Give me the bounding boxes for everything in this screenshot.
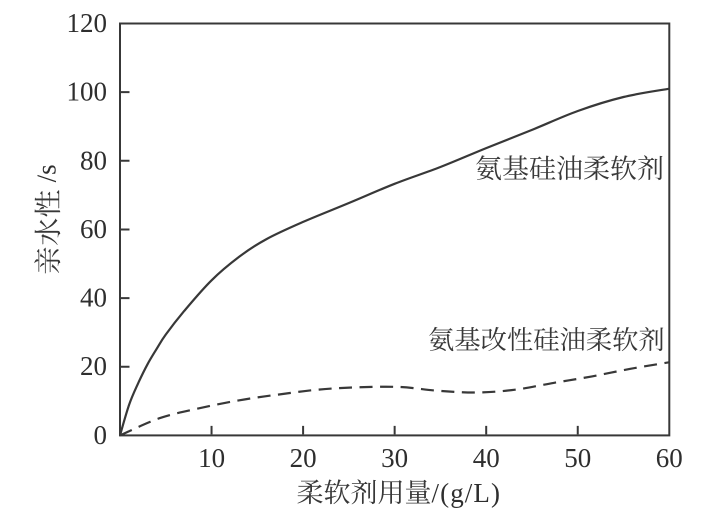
svg-text:10: 10 [198,443,225,473]
svg-text:120: 120 [67,8,108,38]
svg-text:50: 50 [564,443,591,473]
svg-text:40: 40 [473,443,500,473]
svg-text:60: 60 [80,214,107,244]
svg-text:30: 30 [381,443,408,473]
svg-text:80: 80 [80,145,107,175]
svg-text:20: 20 [290,443,317,473]
svg-text:0: 0 [94,420,108,450]
svg-text:/s: /s [32,164,62,182]
svg-text:40: 40 [80,283,107,313]
svg-text:60: 60 [656,443,683,473]
svg-text:/(g/L): /(g/L) [432,478,502,508]
svg-text:20: 20 [80,351,107,381]
svg-text:100: 100 [67,77,108,107]
